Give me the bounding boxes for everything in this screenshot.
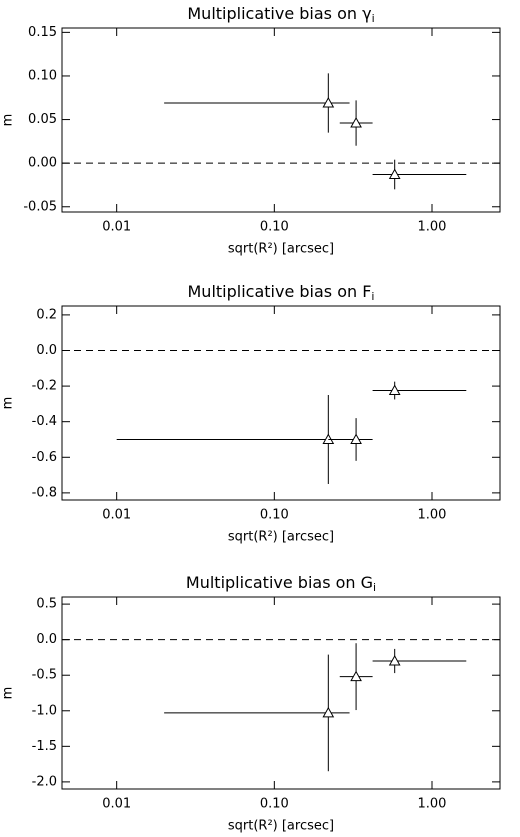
- y-axis-label: m: [1, 114, 16, 127]
- title-text: Multiplicative bias on F: [188, 282, 372, 301]
- title-text: Multiplicative bias on γ: [187, 4, 371, 23]
- y-tick-label: 0.15: [28, 25, 57, 40]
- x-axis-label: sqrt(R²) [arcsec]: [228, 242, 334, 257]
- y-tick-label: -0.6: [32, 450, 57, 465]
- title-subscript: i: [373, 581, 376, 594]
- panel: Multiplicative bias on Gi sqrt(R²) [arcse…: [1, 573, 501, 834]
- triangle-marker: [350, 117, 362, 128]
- triangle-marker: [350, 433, 362, 444]
- x-tick-label: 0.01: [102, 797, 131, 812]
- x-tick-label: 0.01: [102, 508, 131, 523]
- x-tick-label: 0.10: [260, 508, 289, 523]
- triangle-marker: [350, 670, 362, 682]
- y-tick-label: 0.2: [36, 307, 57, 322]
- x-axis-label: sqrt(R²) [arcsec]: [228, 530, 334, 545]
- panel: Multiplicative bias on Fi sqrt(R²) [arcse…: [1, 282, 501, 545]
- y-tick-label: -1.5: [32, 739, 57, 754]
- triangle-marker: [322, 433, 335, 444]
- triangle-marker: [388, 654, 401, 666]
- x-tick-label: 0.10: [260, 220, 289, 235]
- x-tick-label: 1.00: [418, 220, 447, 235]
- y-tick-label: -0.5: [32, 668, 57, 683]
- y-tick-label: -1.0: [32, 703, 57, 718]
- triangle-marker: [322, 706, 335, 718]
- chart-title: Multiplicative bias on Gi: [186, 573, 376, 595]
- x-tick-label: 1.00: [418, 797, 447, 812]
- y-tick-label: 0.00: [28, 156, 57, 171]
- y-tick-label: 0.0: [36, 632, 57, 647]
- title-text: Multiplicative bias on G: [186, 573, 373, 592]
- plot-frame: [61, 596, 501, 790]
- y-tick-label: 0.05: [28, 112, 57, 127]
- y-tick-label: -0.05: [23, 199, 57, 214]
- y-axis-label: m: [1, 687, 16, 700]
- y-tick-label: -2.0: [32, 774, 57, 789]
- x-axis-label: sqrt(R²) [arcsec]: [228, 819, 334, 834]
- title-subscript: i: [371, 290, 374, 303]
- y-tick-label: 0.5: [36, 597, 57, 612]
- triangle-marker: [388, 168, 401, 180]
- chart-title: Multiplicative bias on Fi: [188, 282, 375, 304]
- x-tick-label: 0.01: [102, 220, 131, 235]
- x-tick-label: 0.10: [260, 797, 289, 812]
- title-subscript: i: [372, 12, 375, 25]
- plot-frame: [61, 305, 501, 501]
- x-tick-label: 1.00: [418, 508, 447, 523]
- triangle-marker: [388, 384, 401, 396]
- y-tick-label: -0.2: [32, 379, 57, 394]
- y-tick-label: 0.10: [28, 68, 57, 83]
- plot-frame: [61, 27, 501, 213]
- y-axis-label: m: [1, 397, 16, 410]
- chart-title: Multiplicative bias on γi: [187, 4, 374, 26]
- triangle-marker: [322, 96, 335, 108]
- panel: Multiplicative bias on γi sqrt(R²) [arcse…: [1, 4, 501, 257]
- y-tick-label: -0.4: [32, 414, 57, 429]
- y-tick-label: -0.8: [32, 485, 57, 500]
- y-tick-label: 0.0: [36, 343, 57, 358]
